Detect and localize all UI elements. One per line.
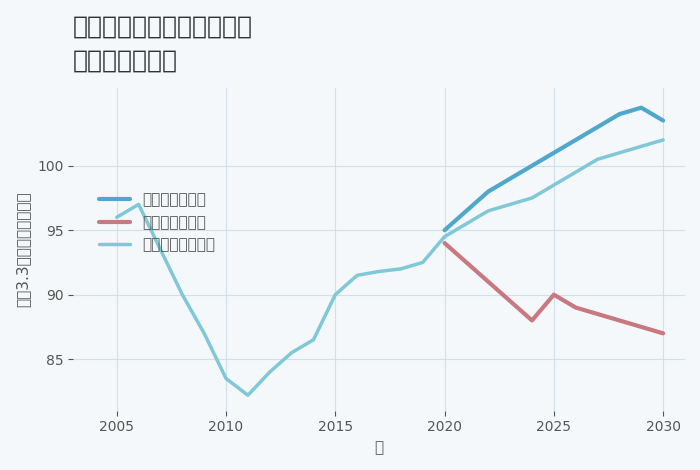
グッドシナリオ: [571, 137, 580, 143]
ノーマルシナリオ: [244, 392, 252, 398]
バッドシナリオ: [440, 240, 449, 246]
バッドシナリオ: [550, 292, 558, 298]
グッドシナリオ: [550, 150, 558, 156]
Legend: グッドシナリオ, バッドシナリオ, ノーマルシナリオ: グッドシナリオ, バッドシナリオ, ノーマルシナリオ: [93, 186, 221, 259]
ノーマルシナリオ: [265, 369, 274, 375]
ノーマルシナリオ: [397, 266, 405, 272]
ノーマルシナリオ: [309, 337, 318, 343]
ノーマルシナリオ: [374, 269, 383, 274]
Text: 大阪府堺市堺区文珠橋通の
土地の価格推移: 大阪府堺市堺区文珠橋通の 土地の価格推移: [73, 15, 253, 72]
バッドシナリオ: [594, 311, 602, 317]
バッドシナリオ: [659, 330, 667, 336]
グッドシナリオ: [506, 176, 514, 181]
バッドシナリオ: [528, 318, 536, 323]
ノーマルシナリオ: [506, 202, 514, 207]
バッドシナリオ: [506, 298, 514, 304]
ノーマルシナリオ: [156, 247, 164, 252]
グッドシナリオ: [484, 188, 493, 194]
Line: バッドシナリオ: バッドシナリオ: [444, 243, 663, 333]
グッドシナリオ: [594, 124, 602, 130]
ノーマルシナリオ: [462, 221, 470, 227]
ノーマルシナリオ: [550, 182, 558, 188]
グッドシナリオ: [659, 118, 667, 124]
ノーマルシナリオ: [200, 330, 209, 336]
ノーマルシナリオ: [440, 234, 449, 239]
バッドシナリオ: [637, 324, 645, 330]
ノーマルシナリオ: [594, 157, 602, 162]
ノーマルシナリオ: [113, 214, 121, 220]
グッドシナリオ: [440, 227, 449, 233]
グッドシナリオ: [462, 208, 470, 214]
ノーマルシナリオ: [484, 208, 493, 214]
ノーマルシナリオ: [615, 150, 624, 156]
バッドシナリオ: [462, 259, 470, 265]
ノーマルシナリオ: [571, 169, 580, 175]
ノーマルシナリオ: [353, 273, 361, 278]
Line: ノーマルシナリオ: ノーマルシナリオ: [117, 140, 663, 395]
ノーマルシナリオ: [288, 350, 296, 355]
グッドシナリオ: [637, 105, 645, 110]
グッドシナリオ: [615, 111, 624, 117]
Y-axis label: 坪（3.3㎡）単価（万円）: 坪（3.3㎡）単価（万円）: [15, 192, 30, 307]
ノーマルシナリオ: [178, 292, 186, 298]
ノーマルシナリオ: [331, 292, 340, 298]
グッドシナリオ: [528, 163, 536, 169]
バッドシナリオ: [571, 305, 580, 310]
Line: グッドシナリオ: グッドシナリオ: [444, 108, 663, 230]
ノーマルシナリオ: [419, 259, 427, 265]
ノーマルシナリオ: [637, 143, 645, 149]
バッドシナリオ: [484, 279, 493, 285]
ノーマルシナリオ: [528, 195, 536, 201]
ノーマルシナリオ: [222, 376, 230, 381]
ノーマルシナリオ: [659, 137, 667, 143]
バッドシナリオ: [615, 318, 624, 323]
X-axis label: 年: 年: [374, 440, 384, 455]
ノーマルシナリオ: [134, 202, 143, 207]
